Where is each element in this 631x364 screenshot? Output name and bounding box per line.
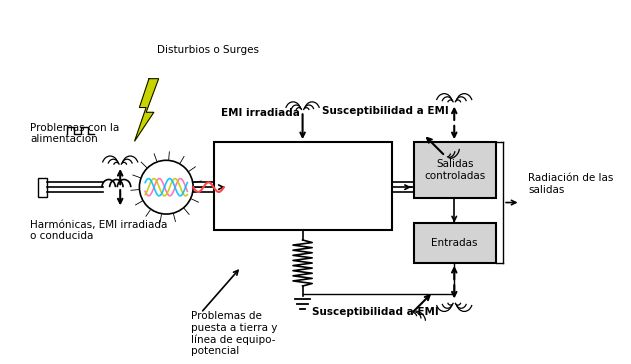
Text: EMI irradiada: EMI irradiada [221, 108, 300, 118]
Text: Entradas: Entradas [432, 238, 478, 248]
Text: Problemas con la
alimentación: Problemas con la alimentación [30, 123, 119, 145]
FancyBboxPatch shape [414, 223, 495, 263]
Text: Disturbios o Surges: Disturbios o Surges [156, 45, 259, 55]
Text: Radiación de las
salidas: Radiación de las salidas [528, 174, 613, 195]
Text: Susceptibilidad a EMI: Susceptibilidad a EMI [312, 307, 439, 317]
FancyBboxPatch shape [215, 142, 392, 230]
FancyBboxPatch shape [38, 178, 47, 197]
Text: Problemas de
puesta a tierra y
línea de equipo-
potencial: Problemas de puesta a tierra y línea de … [191, 311, 278, 356]
FancyBboxPatch shape [414, 142, 495, 198]
Text: Salidas
controladas: Salidas controladas [424, 159, 485, 181]
Text: Harmónicas, EMI irradiada
o conducida: Harmónicas, EMI irradiada o conducida [30, 219, 167, 241]
Text: Susceptibilidad a EMI: Susceptibilidad a EMI [322, 106, 449, 116]
Polygon shape [134, 79, 158, 141]
